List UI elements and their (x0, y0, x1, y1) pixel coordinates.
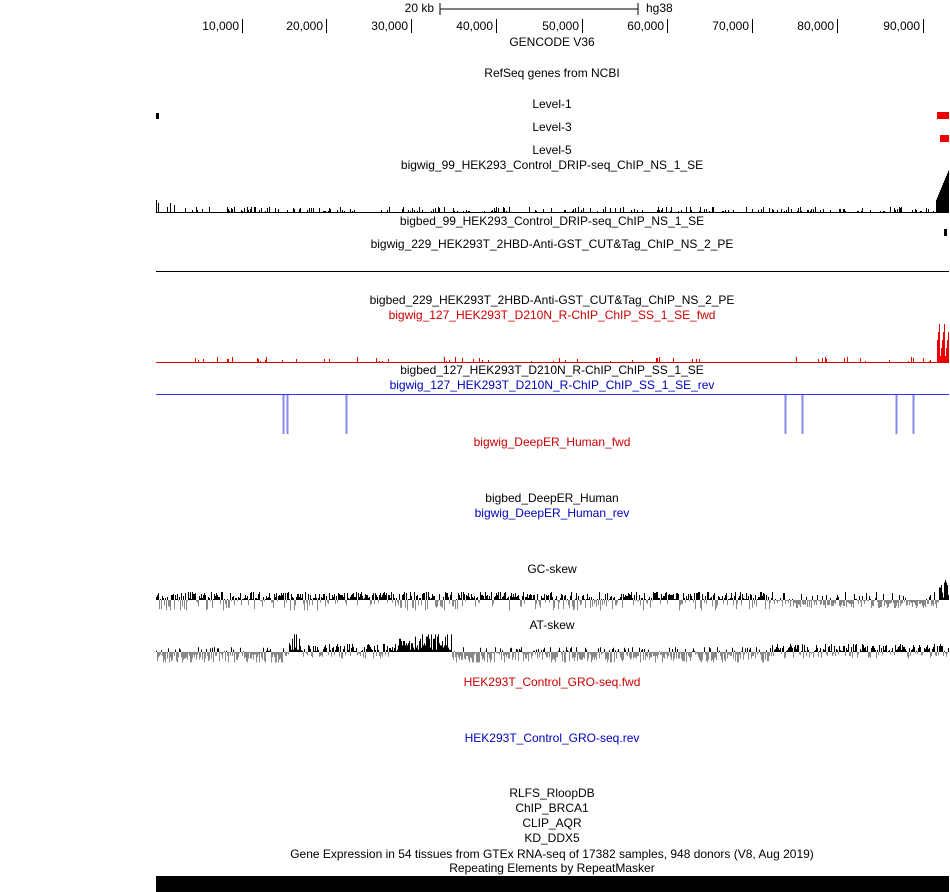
track-label: HEK293T_Control_GRO-seq.fwd (464, 675, 641, 689)
track-label: Repeating Elements by RepeatMasker (449, 861, 654, 875)
ruler-label: 70,000 (712, 19, 749, 33)
track-label: bigwig_99_HEK293_Control_DRIP-seq_ChIP_N… (401, 158, 703, 172)
gene-mark (156, 113, 159, 119)
track-label: RefSeq genes from NCBI (484, 66, 619, 80)
track-label: bigbed_229_HEK293T_2HBD-Anti-GST_CUT&Tag… (370, 293, 735, 307)
track-label: Level-3 (532, 120, 572, 134)
ruler-label: 30,000 (371, 19, 408, 33)
skew-negative (159, 600, 939, 611)
skew-negative (157, 652, 948, 663)
track-label: GC-skew (527, 562, 577, 576)
track-label: bigbed_DeepER_Human (485, 491, 618, 505)
ruler-label: 10,000 (202, 19, 239, 33)
bed-mark (944, 229, 947, 236)
track-label: bigwig_DeepER_Human_fwd (474, 435, 631, 449)
gene-arrow (940, 135, 949, 142)
track-label: ChIP_BRCA1 (515, 801, 589, 815)
ruler-label: 80,000 (797, 19, 834, 33)
repeat-bar (156, 876, 949, 892)
track-label: bigwig_229_HEK293T_2HBD-Anti-GST_CUT&Tag… (371, 237, 734, 251)
track-label: CLIP_AQR (522, 816, 582, 830)
assembly: hg38 (646, 1, 673, 15)
ruler-label: 20,000 (286, 19, 323, 33)
ruler-label: 60,000 (627, 19, 664, 33)
track-label: bigwig_DeepER_Human_rev (475, 506, 630, 520)
gene-arrow (937, 112, 949, 119)
drip-signal (156, 170, 949, 212)
track-label: bigwig_127_HEK293T_D210N_R-ChIP_ChIP_SS_… (389, 308, 716, 322)
track-label: KD_DDX5 (524, 831, 580, 845)
ruler-label: 40,000 (456, 19, 493, 33)
track-label: bigbed_99_HEK293_Control_DRIP-seq_ChIP_N… (400, 214, 704, 228)
track-label: HEK293T_Control_GRO-seq.rev (465, 731, 640, 745)
scale-label: 20 kb (405, 1, 435, 15)
track-label: RLFS_RloopDB (509, 786, 594, 800)
skew-positive (156, 634, 949, 652)
track-label: AT-skew (529, 618, 574, 632)
rchip-fwd-signal (195, 324, 949, 362)
ruler-label: 90,000 (883, 19, 920, 33)
track-label: bigbed_127_HEK293T_D210N_R-ChIP_ChIP_SS_… (400, 363, 704, 377)
track-label: Level-5 (532, 143, 572, 157)
track-label: Gene Expression in 54 tissues from GTEx … (290, 847, 814, 861)
skew-positive (156, 580, 949, 600)
track-label: Level-1 (532, 97, 572, 111)
track-label: bigwig_127_HEK293T_D210N_R-ChIP_ChIP_SS_… (390, 378, 715, 392)
ruler-label: 50,000 (542, 19, 579, 33)
track-label: GENCODE V36 (509, 35, 595, 49)
